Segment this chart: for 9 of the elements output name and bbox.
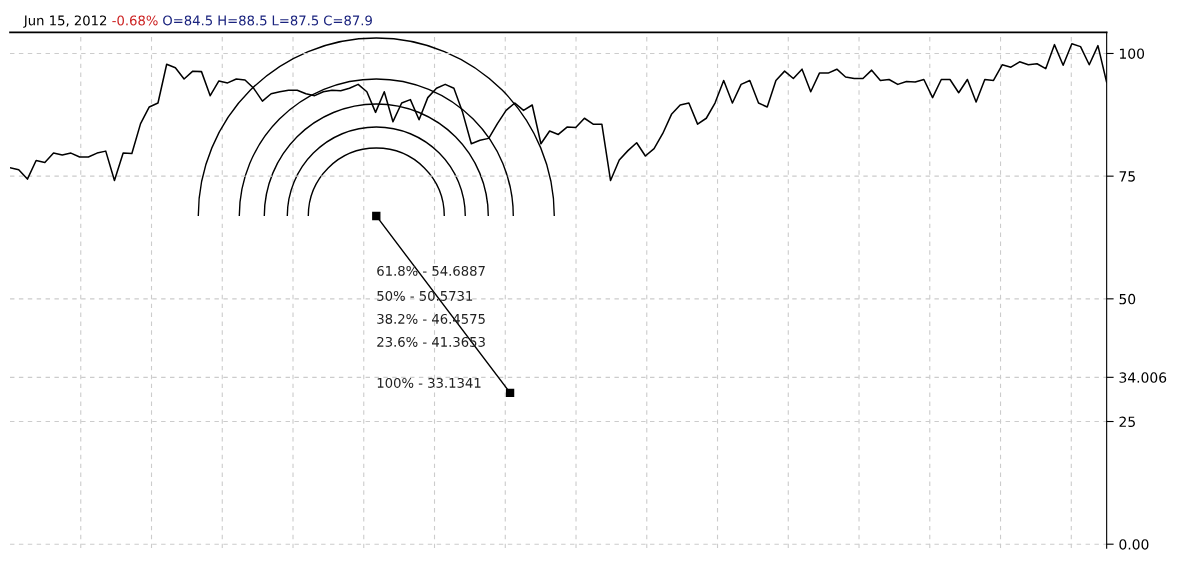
y-tick-label: 100 (1119, 48, 1145, 59)
y-tick-label: 25 (1119, 416, 1135, 427)
y-tick-label: 0.00 (1119, 539, 1149, 550)
annotation: 61.8% - 54.6887 (377, 265, 485, 276)
y-tick-label: 75 (1119, 171, 1135, 182)
chart-title: Jun 15, 2012 -0.68% O=84.5 H=88.5 L=87.5 C=87.9 (23, 15, 372, 28)
annotation: 100% - 33.1341 (377, 377, 481, 388)
y-tick-label: 34.006 (1119, 372, 1167, 383)
y-tick-label: 50 (1119, 293, 1136, 305)
